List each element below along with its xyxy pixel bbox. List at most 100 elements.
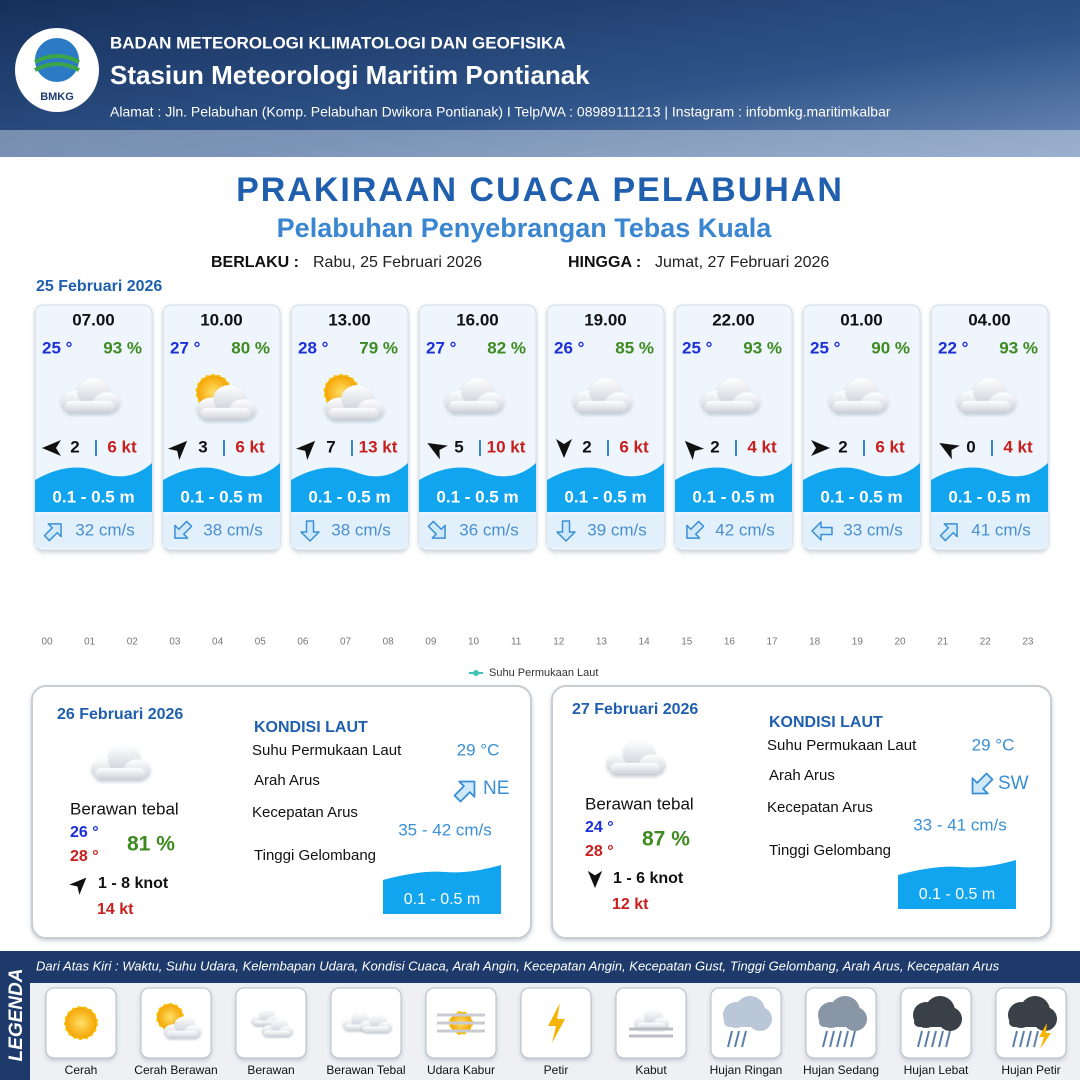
cloud-icon bbox=[361, 1014, 392, 1033]
wave-height: 0.1 - 0.5 m bbox=[919, 886, 995, 903]
cloud-part bbox=[200, 407, 251, 421]
legend-item-label: Kabut bbox=[635, 1063, 667, 1077]
cloud-icon bbox=[164, 1016, 202, 1039]
valid-from-label: BERLAKU : bbox=[211, 254, 299, 271]
legend-item-label: Cerah Berawan bbox=[134, 1063, 217, 1077]
wave-label: Tinggi Gelombang bbox=[254, 847, 376, 864]
cloud-icon bbox=[445, 378, 504, 414]
address: Alamat : Jln. Pelabuhan (Komp. Pelabuhan… bbox=[110, 104, 891, 120]
wind-speed: 3 bbox=[198, 437, 207, 456]
day-date: 26 Februari 2026 bbox=[57, 706, 183, 723]
wave-shape bbox=[35, 463, 152, 512]
current-speed: 35 - 42 cm/s bbox=[398, 820, 492, 839]
sst-label: Suhu Permukaan Laut bbox=[252, 742, 402, 759]
gust-speed: 6 kt bbox=[619, 437, 649, 456]
x-tick-label: 10 bbox=[468, 637, 480, 648]
wind-range: 1 - 6 knot bbox=[613, 870, 684, 887]
cloud-icon bbox=[91, 745, 151, 781]
humidity: 93 % bbox=[999, 338, 1038, 357]
x-tick-label: 18 bbox=[809, 637, 821, 648]
wind-arrow bbox=[295, 440, 316, 461]
air-temperature: 22 ° bbox=[938, 338, 969, 357]
wave-shape bbox=[898, 860, 1016, 909]
forecast-time: 16.00 bbox=[456, 310, 499, 329]
rain-drop bbox=[734, 1030, 740, 1048]
current-arrow bbox=[453, 780, 476, 803]
wind-range: 1 - 8 knot bbox=[98, 875, 169, 892]
valid-to-label: HINGGA : bbox=[568, 254, 641, 271]
station-name: Stasiun Meteorologi Maritim Pontianak bbox=[110, 60, 590, 90]
wind-arrow bbox=[587, 870, 603, 888]
wave-height: 0.1 - 0.5 m bbox=[436, 487, 518, 506]
humidity: 87 % bbox=[642, 828, 690, 851]
gust-speed: 6 kt bbox=[107, 437, 137, 456]
current-speed: 32 cm/s bbox=[75, 520, 135, 539]
cloud-icon bbox=[829, 378, 888, 414]
wind-speed: 2 bbox=[710, 437, 719, 456]
air-temperature: 25 ° bbox=[810, 338, 841, 357]
wind-speed: 7 bbox=[326, 437, 335, 456]
current-arrow bbox=[686, 520, 705, 539]
rain-drop bbox=[924, 1030, 930, 1048]
x-tick-label: 14 bbox=[639, 637, 651, 648]
rain-drop bbox=[1033, 1030, 1039, 1048]
air-temperature: 25 ° bbox=[682, 338, 713, 357]
wave-shape bbox=[163, 463, 280, 512]
humidity: 82 % bbox=[487, 338, 526, 357]
wind-speed: 2 bbox=[582, 437, 591, 456]
wave-height: 0.1 - 0.5 m bbox=[692, 487, 774, 506]
cloud-icon bbox=[325, 385, 384, 421]
x-tick-label: 15 bbox=[681, 637, 693, 648]
x-tick-label: 17 bbox=[766, 637, 778, 648]
air-temperature: 25 ° bbox=[42, 338, 73, 357]
logo-text: BMKG bbox=[40, 91, 74, 103]
cloud-part bbox=[724, 1017, 770, 1027]
humidity: 81 % bbox=[127, 833, 175, 856]
cloud-part bbox=[95, 767, 145, 781]
day-date: 27 Februari 2026 bbox=[572, 701, 698, 718]
logo-waves bbox=[34, 54, 80, 72]
legend-item: Cerah Berawan bbox=[134, 987, 218, 1077]
sst-label: Suhu Permukaan Laut bbox=[767, 737, 917, 754]
current-speed: 38 cm/s bbox=[203, 520, 263, 539]
current-arrow bbox=[300, 520, 320, 542]
legend-title: LEGENDA bbox=[6, 969, 27, 1062]
condition: Berawan tebal bbox=[585, 794, 694, 813]
rain-drop bbox=[741, 1030, 747, 1048]
current-speed: 42 cm/s bbox=[715, 520, 775, 539]
legend-label: Suhu Permukaan Laut bbox=[489, 667, 598, 679]
cloud-part bbox=[1009, 1017, 1055, 1027]
gust-speed: 6 kt bbox=[235, 437, 265, 456]
cloud-part bbox=[960, 400, 1011, 414]
rain-cloud bbox=[723, 996, 772, 1048]
rain-drop bbox=[727, 1030, 733, 1048]
x-tick-label: 04 bbox=[212, 637, 224, 648]
current-speed: 36 cm/s bbox=[459, 520, 519, 539]
legend-item-label: Hujan Sedang bbox=[803, 1063, 879, 1077]
x-tick-label: 13 bbox=[596, 637, 608, 648]
legend-item-label: Cerah bbox=[65, 1063, 98, 1077]
legend-item: Berawan Tebal bbox=[326, 987, 406, 1077]
wind-speed: 5 bbox=[454, 437, 463, 456]
gust-speed: 4 kt bbox=[747, 437, 777, 456]
x-tick-label: 21 bbox=[937, 637, 949, 648]
legend-item-label: Hujan Lebat bbox=[904, 1063, 969, 1077]
cloud-part bbox=[264, 1030, 290, 1037]
current-speed-label: Kecepatan Arus bbox=[252, 804, 358, 821]
wind-arrow bbox=[556, 439, 572, 458]
air-temperature: 27 ° bbox=[170, 338, 201, 357]
air-temperature: 26 ° bbox=[554, 338, 585, 357]
rain-drop bbox=[917, 1030, 923, 1048]
legend-item: Cerah bbox=[45, 987, 117, 1077]
x-tick-label: 02 bbox=[127, 637, 139, 648]
wave-shape bbox=[291, 463, 408, 512]
rain-drop bbox=[931, 1030, 937, 1048]
current-arrow bbox=[811, 521, 833, 541]
legend-item: Hujan Lebat bbox=[900, 987, 972, 1077]
cloud-part bbox=[819, 1017, 865, 1027]
forecast-time: 07.00 bbox=[72, 310, 115, 329]
temp-max: 28 ° bbox=[585, 843, 614, 860]
forecast-time: 10.00 bbox=[200, 310, 243, 329]
gust-speed: 10 kt bbox=[487, 437, 526, 456]
rain-drop bbox=[1026, 1030, 1032, 1048]
